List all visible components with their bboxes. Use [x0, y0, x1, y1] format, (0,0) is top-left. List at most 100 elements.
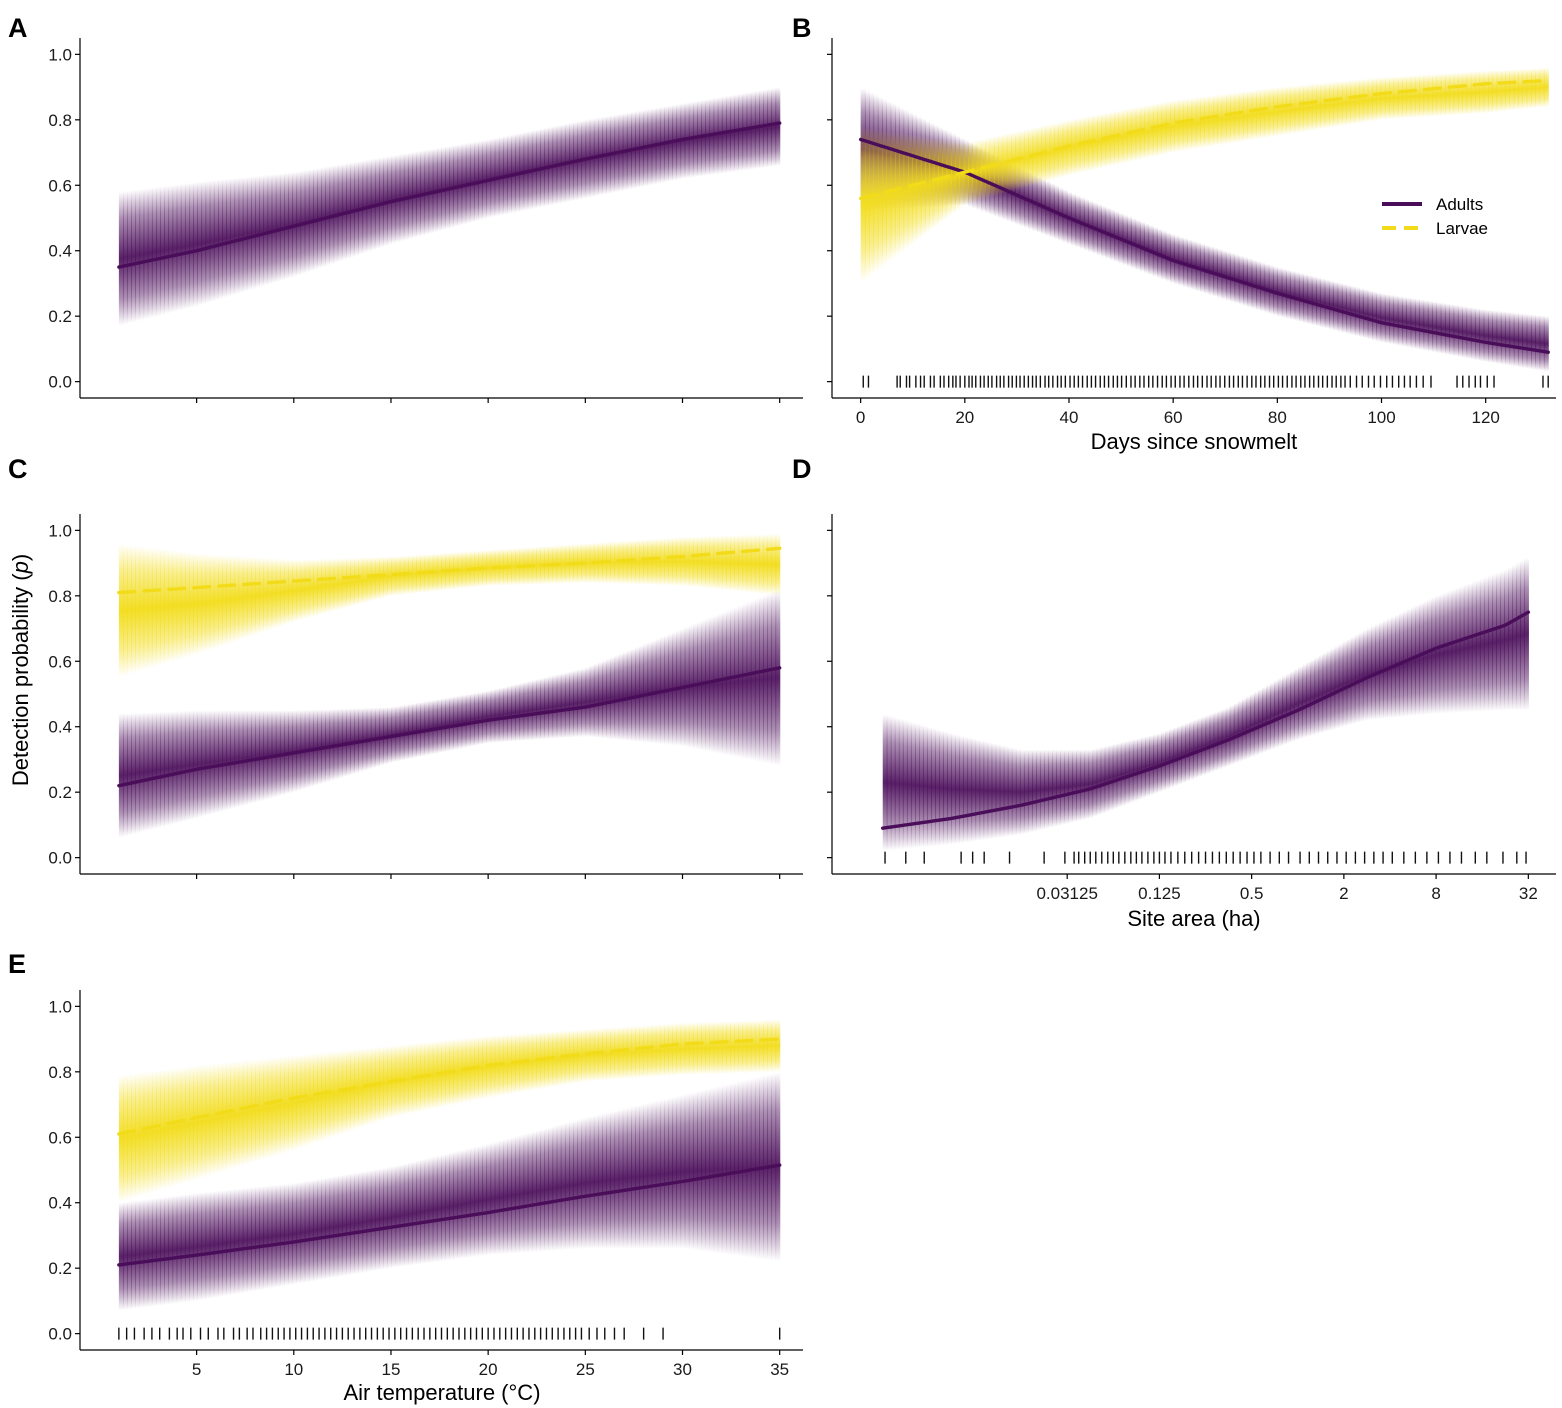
larvae-band-slice	[903, 133, 909, 250]
adults-band-slice	[1213, 712, 1219, 771]
adults-band-slice	[910, 722, 916, 849]
adults-band-slice	[118, 191, 124, 326]
larvae-band-slice	[869, 128, 875, 276]
adults-band-slice	[168, 711, 174, 825]
adults-band-slice	[1169, 728, 1174, 788]
adults-band-slice	[1298, 273, 1304, 323]
adults-band-slice	[639, 645, 644, 743]
adults-band-slice	[935, 729, 940, 846]
axes: 0.0 0.2 0.4 0.6 0.8 1.0	[48, 514, 803, 879]
adults-band-slice	[614, 655, 620, 740]
larvae-band-slice	[432, 1041, 438, 1109]
adults-band-slice	[279, 710, 285, 796]
larvae-band-slice	[279, 559, 285, 626]
larvae-band-slice	[1165, 101, 1171, 154]
adults-band-slice	[230, 710, 236, 809]
larvae-band-slice	[1316, 83, 1322, 130]
adults-band-slice	[1068, 749, 1073, 824]
larvae-band-slice	[1075, 118, 1081, 174]
y-tick-label: 0.0	[48, 373, 72, 392]
adults-band-slice	[1314, 657, 1320, 735]
larvae-band-slice	[1191, 97, 1197, 150]
adults-band-slice	[1257, 689, 1263, 755]
adults-band-slice	[581, 1118, 587, 1249]
adults-band-slice	[1318, 654, 1324, 734]
adults-band-slice	[279, 173, 285, 281]
adults-band-slice	[1189, 721, 1195, 781]
adults-band-slice	[1084, 749, 1090, 820]
adults-band-slice	[436, 699, 442, 754]
larvae-band-slice	[201, 553, 207, 653]
y-tick-label: 0.6	[48, 1128, 72, 1147]
larvae-band-slice	[143, 546, 149, 670]
larvae-band-slice	[1513, 69, 1519, 111]
adults-band-slice	[701, 99, 706, 176]
larvae-band-slice	[1410, 75, 1416, 118]
adults-band-slice	[308, 1180, 314, 1282]
larvae-band-slice	[895, 132, 900, 256]
adults-band-slice	[668, 1097, 673, 1249]
larvae-band-slice	[684, 536, 690, 587]
adults-band-slice	[1439, 593, 1445, 714]
larvae-band-slice	[1286, 86, 1291, 135]
larvae-band-slice	[1148, 104, 1154, 158]
adults-band-slice	[1363, 289, 1369, 339]
adults-band-slice	[1036, 749, 1041, 831]
larvae-band-slice	[1432, 73, 1438, 117]
larvae-band-slice	[1260, 88, 1266, 139]
adults-band-slice	[222, 179, 227, 298]
larvae-band-slice	[1139, 106, 1145, 160]
larvae-band-slice	[1462, 72, 1468, 115]
adults-band-slice	[1531, 314, 1536, 370]
adults-band-slice	[205, 180, 211, 304]
adults-band-slice	[1479, 578, 1485, 712]
adults-band-slice	[709, 98, 715, 175]
larvae-band-slice	[1234, 92, 1240, 143]
adults-band-slice	[1410, 298, 1416, 349]
larvae-band-slice	[1221, 93, 1227, 145]
larvae-band-slice	[251, 557, 256, 636]
x-axis-title-b: Days since snowmelt	[1091, 429, 1298, 454]
larvae-band-slice	[1092, 114, 1098, 170]
larvae-band-slice	[1389, 76, 1395, 120]
adults-band-slice	[1524, 557, 1529, 711]
larvae-band-slice	[725, 1021, 731, 1074]
adults-band-slice	[1411, 606, 1416, 716]
larvae-band-slice	[705, 536, 711, 589]
adults-band-slice	[420, 1159, 426, 1264]
adults-band-slice	[1112, 743, 1118, 810]
adults-band-slice	[127, 1201, 132, 1310]
larvae-band-slice	[1346, 80, 1352, 126]
larvae-band-slice	[346, 557, 351, 608]
adults-band-slice	[725, 95, 731, 173]
larvae-band-slice	[1251, 90, 1257, 140]
adults-band-slice	[168, 185, 174, 313]
adults-band-slice	[242, 710, 248, 806]
adults-band-slice	[160, 1197, 165, 1306]
adults-band-slice	[482, 691, 488, 744]
larvae-band-slice	[1109, 111, 1115, 166]
larvae-band-slice	[304, 559, 310, 619]
adults-band-slice	[967, 737, 973, 843]
larvae-band-slice	[1539, 67, 1545, 108]
adults-band-slice	[1466, 306, 1472, 359]
adults-band-slice	[1241, 698, 1247, 761]
adults-band-slice	[614, 1110, 620, 1249]
adults-band-slice	[184, 1194, 190, 1303]
larvae-band-slice	[1320, 82, 1326, 130]
larvae-band-slice	[560, 544, 566, 584]
larvae-band-slice	[771, 533, 777, 596]
larvae-band-slice	[664, 538, 669, 586]
adults-band-slice	[548, 676, 554, 739]
adults-band-slice	[1221, 708, 1227, 768]
larvae-band-slice	[933, 138, 939, 227]
adults-band-slice	[147, 712, 153, 831]
larvae-band-slice	[717, 535, 723, 590]
adults-band-slice	[569, 1121, 574, 1250]
adults-band-slice	[631, 1106, 636, 1249]
larvae-band-slice	[730, 535, 735, 592]
adults-band-slice	[1463, 584, 1469, 713]
adults-band-slice	[1286, 269, 1291, 319]
adults-band-slice	[688, 102, 694, 178]
